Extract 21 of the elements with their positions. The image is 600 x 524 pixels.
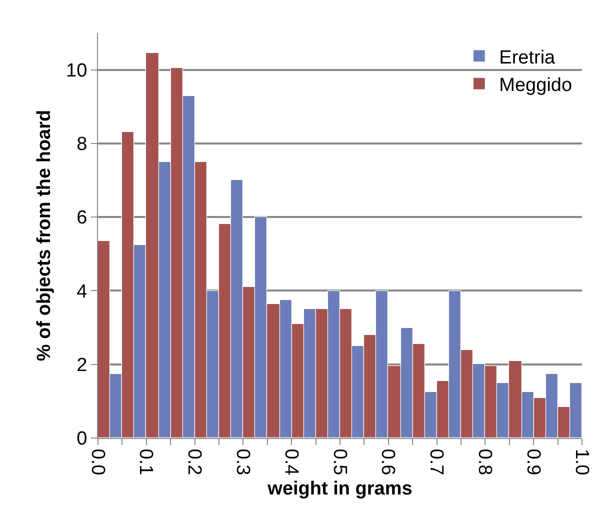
legend-label: Meggido — [499, 75, 572, 96]
x-axis-title: weight in grams — [266, 478, 412, 500]
x-tick-label: 0.9 — [522, 448, 544, 476]
x-tick-label: 0.7 — [426, 448, 447, 476]
y-tick-label: 8 — [76, 134, 88, 156]
legend-label: Eretria — [499, 47, 556, 68]
y-tick-label: 2 — [76, 355, 88, 376]
y-tick-label: 10 — [66, 60, 88, 82]
y-tick-label: 4 — [76, 281, 88, 302]
y-axis-title: % of objects from the hoard — [34, 110, 55, 362]
x-tick-label: 1.0 — [570, 448, 592, 476]
x-tick-label: 0.8 — [474, 448, 496, 476]
x-tick-label: 0.2 — [184, 448, 205, 476]
x-tick-label: 0.1 — [135, 448, 156, 476]
x-tick-label: 0.3 — [232, 448, 254, 476]
x-tick-label: 0.6 — [377, 448, 398, 476]
x-tick-label: 0.4 — [280, 448, 302, 476]
x-tick-label: 0.0 — [86, 448, 108, 476]
x-tick-label: 0.5 — [328, 448, 350, 476]
y-tick-label: 6 — [76, 208, 88, 229]
y-tick-label: 0 — [76, 428, 88, 450]
